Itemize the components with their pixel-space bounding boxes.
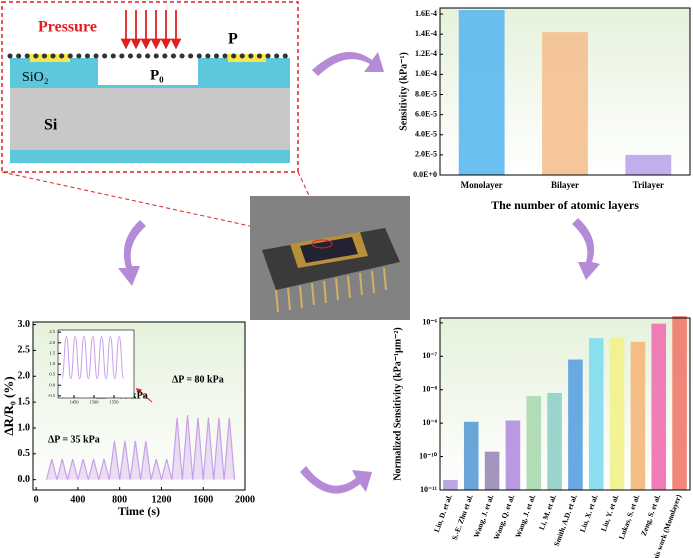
y-tick-label: 10⁻⁶ <box>422 318 437 327</box>
y-tick-label: 2.0 <box>49 340 55 345</box>
electrode <box>228 54 266 62</box>
x-tick-label: Wang, J. et al. <box>513 493 537 539</box>
si-layer <box>10 88 290 150</box>
bar <box>443 479 458 490</box>
x-tick-label: Wang, Q. et al. <box>492 493 517 541</box>
p-label: P <box>228 31 238 48</box>
y-tick-label: 1.0 <box>49 361 55 366</box>
x-tick-label: 1200 <box>151 494 171 505</box>
x-tick-label: Monolayer <box>461 180 503 190</box>
plot-frame <box>32 321 246 491</box>
plot-frame <box>439 317 691 491</box>
y-tick-label: 0.0E+0 <box>413 170 437 179</box>
x-tick-label: 800 <box>112 494 127 505</box>
chip-photo <box>250 196 410 320</box>
x-tick-label: Zeng, S. et al. <box>639 493 662 537</box>
y-tick-label: 1.6E-4 <box>415 9 437 18</box>
x-tick-label: S.-E. Zhu et al. <box>450 493 475 541</box>
y-tick-label: 10⁻¹¹ <box>420 485 438 494</box>
bar <box>672 316 687 490</box>
y-tick-label: 2.5 <box>49 329 55 334</box>
y-tick-label: -0.5 <box>48 393 56 398</box>
y-tick-label: 1.4E-4 <box>415 29 437 38</box>
annotation: ΔP = 80 kPa <box>172 374 224 385</box>
y-tick-label: 10⁻⁸ <box>422 385 437 394</box>
pressure-arrows <box>120 10 182 50</box>
plot-frame <box>439 7 691 176</box>
device-diagram: Pressure P SiO₂ P₀ Si <box>1 1 299 173</box>
x-tick-label: 400 <box>70 494 85 505</box>
p0-label: P₀ <box>150 67 164 83</box>
y-axis-label: Normalized Sensitivity (kPa⁻¹μm⁻²) <box>392 327 403 480</box>
inset-arrow <box>135 388 153 403</box>
bar <box>526 395 542 490</box>
bar <box>458 10 505 175</box>
y-tick-label: 10⁻⁹ <box>422 418 437 427</box>
x-tick-label: Liu, D. et al. <box>432 493 454 533</box>
y-tick-label: 1.5 <box>18 396 31 407</box>
y-tick-label: 1.0 <box>18 422 31 433</box>
bar <box>484 451 500 490</box>
y-tick-label: 4.0E-5 <box>415 130 437 139</box>
x-tick-label: 1600 <box>193 494 213 505</box>
y-tick-label: 2.0E-5 <box>415 150 437 159</box>
annotation: ΔP = 35 kPa <box>48 434 100 445</box>
bar <box>651 323 667 490</box>
signal-line <box>61 335 125 380</box>
x-tick-label: 1550 <box>110 400 120 405</box>
x-axis-label: Time (s) <box>118 504 160 518</box>
sio2-bottom <box>10 150 290 163</box>
zoom-line <box>1 171 306 239</box>
y-tick-label: 10⁻⁷ <box>422 351 437 360</box>
y-tick-label: 1.5 <box>49 350 55 355</box>
bar <box>505 420 521 490</box>
y-tick-label: 8.0E-5 <box>415 89 437 98</box>
x-tick-label: Liu, X. et al. <box>578 493 600 533</box>
bar <box>568 359 583 490</box>
pressure-label: Pressure <box>38 19 97 36</box>
y-tick-label: 1.0E-4 <box>415 69 437 78</box>
signal-line <box>45 414 236 480</box>
electrode <box>30 54 70 62</box>
x-tick-label: Lukas, S. et al. <box>617 493 642 540</box>
plot-frame <box>57 329 135 399</box>
y-tick-label: 2.5 <box>18 345 31 356</box>
y-tick-label: 6.0E-5 <box>415 109 437 118</box>
y-tick-label: 2.0 <box>18 371 31 382</box>
x-tick-label: Li, M. et al. <box>537 493 558 531</box>
y-axis-label: Sensitivity (kPa⁻¹) <box>398 52 409 131</box>
bar <box>630 341 646 490</box>
flow-arrows <box>118 52 600 494</box>
x-tick-label: 0 <box>34 494 39 505</box>
y-tick-label: 0.0 <box>49 382 55 387</box>
y-tick-label: 3.0 <box>18 319 31 330</box>
si-label: Si <box>44 117 58 134</box>
x-axis-label: The number of atomic layers <box>491 198 639 212</box>
bar <box>609 337 625 490</box>
y-tick-label: 10⁻¹⁰ <box>419 451 438 460</box>
x-tick-label: 1450 <box>70 400 80 405</box>
y-tick-label: 1.2E-4 <box>415 49 437 58</box>
x-tick-label: 1500 <box>90 400 100 405</box>
x-tick-label: Liu, Y. et al. <box>599 493 621 532</box>
y-tick-label: 0.0 <box>18 474 31 485</box>
y-axis-label: ΔR/R₀ (%) <box>1 376 16 435</box>
x-tick-label: 2000 <box>235 494 255 505</box>
bar <box>542 32 588 175</box>
bar <box>463 421 479 490</box>
cavity <box>98 58 198 85</box>
panel-bg <box>440 318 690 490</box>
bar <box>588 338 604 490</box>
bar <box>547 392 562 490</box>
x-tick-label: Trilayer <box>633 180 664 190</box>
y-tick-label: 0.5 <box>49 372 55 377</box>
sio2-label: SiO₂ <box>22 70 49 85</box>
y-tick-label: 0.5 <box>18 448 31 459</box>
bar <box>625 154 672 175</box>
x-tick-label: Bilayer <box>551 180 579 190</box>
x-tick-label: Wang, J. et al. <box>472 493 496 539</box>
